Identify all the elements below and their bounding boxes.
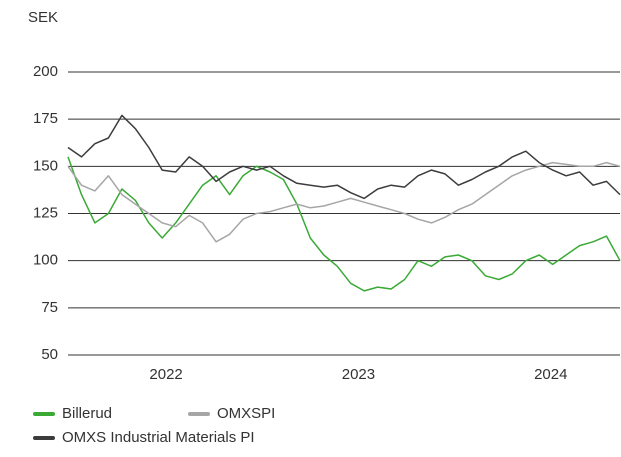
series-line bbox=[67, 161, 621, 243]
x-tick-label: 2023 bbox=[342, 366, 375, 383]
y-tick-label: 125 bbox=[33, 204, 58, 221]
y-tick-label: 200 bbox=[33, 63, 58, 80]
y-tick-label: 100 bbox=[33, 252, 58, 269]
legend-label: OMXS Industrial Materials PI bbox=[62, 429, 255, 446]
series-line bbox=[67, 114, 621, 200]
y-tick-label: 175 bbox=[33, 110, 58, 127]
series-line bbox=[67, 156, 621, 292]
x-tick-label: 2024 bbox=[534, 366, 567, 383]
y-axis-label: SEK bbox=[28, 9, 58, 26]
x-tick-label: 2022 bbox=[149, 366, 182, 383]
y-tick-label: 50 bbox=[41, 346, 58, 363]
y-tick-label: 150 bbox=[33, 157, 58, 174]
y-tick-label: 75 bbox=[41, 299, 58, 316]
legend-label: Billerud bbox=[62, 405, 112, 422]
legend-label: OMXSPI bbox=[217, 405, 275, 422]
